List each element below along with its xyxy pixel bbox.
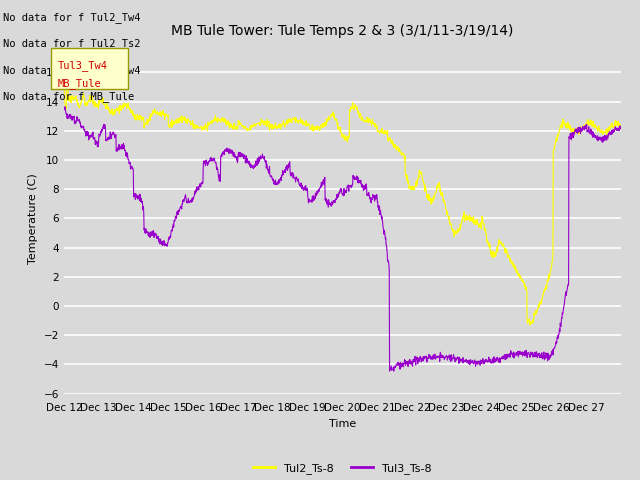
Title: MB Tule Tower: Tule Temps 2 & 3 (3/1/11-3/19/14): MB Tule Tower: Tule Temps 2 & 3 (3/1/11-…: [172, 24, 513, 38]
Y-axis label: Temperature (C): Temperature (C): [28, 173, 38, 264]
Text: MB_Tule: MB_Tule: [58, 78, 101, 89]
Text: No data for f Tul3_Tw4: No data for f Tul3_Tw4: [3, 65, 141, 76]
X-axis label: Time: Time: [329, 419, 356, 429]
Text: No data for f Tul2_Tw4: No data for f Tul2_Tw4: [3, 12, 141, 23]
Text: No data for f MB_Tule: No data for f MB_Tule: [3, 91, 134, 102]
Legend: Tul2_Ts-8, Tul3_Ts-8: Tul2_Ts-8, Tul3_Ts-8: [249, 459, 436, 479]
Text: No data for f Tul2_Ts2: No data for f Tul2_Ts2: [3, 38, 141, 49]
Text: Tul3_Tw4: Tul3_Tw4: [58, 60, 108, 71]
